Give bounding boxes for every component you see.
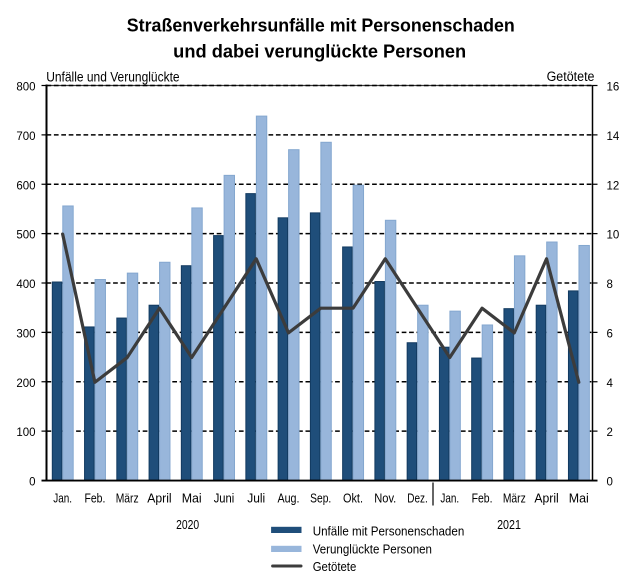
svg-text:Verunglückte Personen: Verunglückte Personen: [313, 542, 432, 557]
svg-text:200: 200: [16, 378, 35, 390]
svg-text:10: 10: [607, 230, 620, 242]
svg-text:800: 800: [16, 82, 35, 94]
svg-text:8: 8: [607, 279, 613, 291]
svg-text:100: 100: [16, 427, 35, 439]
svg-text:2021: 2021: [497, 517, 521, 532]
svg-text:Juli: Juli: [247, 492, 265, 506]
svg-text:300: 300: [16, 328, 35, 340]
svg-text:März: März: [116, 492, 139, 506]
svg-text:und dabei verunglückte Persone: und dabei verunglückte Personen: [173, 42, 466, 62]
svg-text:Jan.: Jan.: [53, 492, 72, 506]
svg-text:0: 0: [607, 477, 613, 489]
svg-text:Unfälle mit Personenschaden: Unfälle mit Personenschaden: [313, 524, 465, 539]
svg-text:2020: 2020: [176, 517, 199, 532]
svg-text:Getötete: Getötete: [313, 559, 357, 574]
svg-text:14: 14: [607, 131, 620, 143]
svg-text:4: 4: [607, 378, 614, 390]
svg-text:Okt.: Okt.: [343, 492, 363, 506]
svg-text:Feb.: Feb.: [472, 492, 493, 506]
svg-text:März: März: [503, 492, 526, 506]
svg-text:700: 700: [16, 131, 35, 143]
svg-text:Feb.: Feb.: [84, 492, 105, 506]
svg-text:Dez.: Dez.: [407, 492, 428, 506]
svg-text:Straßenverkehrsunfälle mit Per: Straßenverkehrsunfälle mit Personenschad…: [127, 16, 515, 36]
svg-text:Aug.: Aug.: [277, 492, 299, 506]
svg-text:Mai: Mai: [569, 492, 589, 506]
svg-text:Jan.: Jan.: [440, 492, 459, 506]
svg-text:Sep.: Sep.: [310, 492, 331, 506]
svg-text:April: April: [534, 492, 558, 506]
svg-text:Unfälle und Verunglückte: Unfälle und Verunglückte: [46, 70, 179, 85]
svg-text:0: 0: [29, 477, 35, 489]
svg-text:2: 2: [607, 427, 613, 439]
svg-text:Nov.: Nov.: [374, 492, 396, 506]
svg-text:600: 600: [16, 180, 35, 192]
svg-text:12: 12: [607, 180, 620, 192]
svg-text:Juni: Juni: [214, 492, 235, 506]
svg-text:400: 400: [16, 279, 35, 291]
svg-text:Getötete: Getötete: [547, 69, 595, 84]
svg-text:500: 500: [16, 230, 35, 242]
svg-text:April: April: [147, 492, 171, 506]
svg-text:6: 6: [607, 328, 613, 340]
svg-text:16: 16: [607, 82, 620, 94]
svg-text:Mai: Mai: [182, 492, 202, 506]
